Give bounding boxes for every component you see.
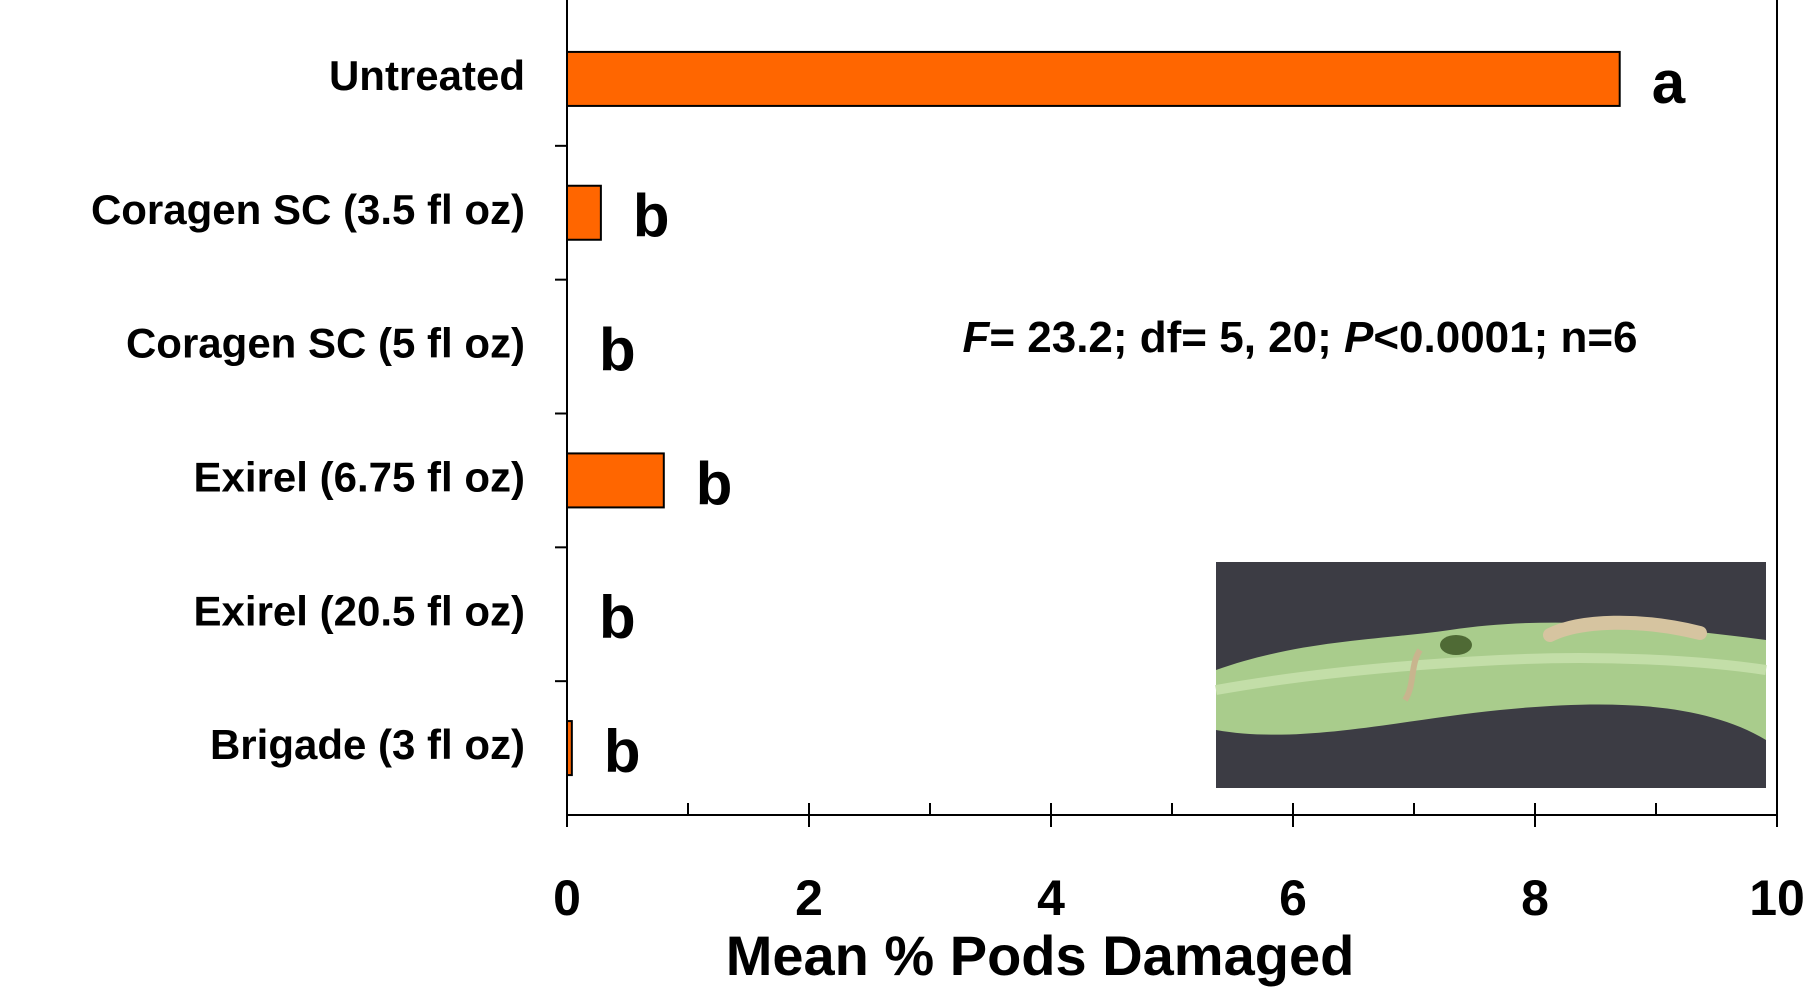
annotation: F= 23.2; df= 5, 20; P<0.0001; n=6 bbox=[962, 313, 1637, 362]
significance-letter: b bbox=[633, 183, 670, 250]
x-tick-label: 10 bbox=[1749, 870, 1805, 926]
inset-photo bbox=[1216, 562, 1766, 788]
annotation-part: P bbox=[1344, 313, 1374, 362]
y-tick-label: Brigade (3 fl oz) bbox=[210, 721, 525, 768]
x-tick-label: 8 bbox=[1521, 870, 1549, 926]
x-tick-label: 6 bbox=[1279, 870, 1307, 926]
y-tick-label: Coragen SC (3.5 fl oz) bbox=[91, 186, 525, 233]
significance-letter: a bbox=[1652, 49, 1686, 116]
significance-letter: b bbox=[599, 316, 636, 383]
y-tick-label: Exirel (6.75 fl oz) bbox=[194, 454, 525, 501]
bar bbox=[567, 453, 664, 507]
annotation-part: = 23.2; df= 5, 20; bbox=[989, 313, 1344, 362]
chart: Mean % Pods Damaged F= 23.2; df= 5, 20; … bbox=[0, 0, 1816, 997]
significance-letter: b bbox=[604, 718, 641, 785]
annotation-part: F bbox=[962, 313, 990, 362]
x-tick-label: 4 bbox=[1037, 870, 1065, 926]
x-tick-label: 0 bbox=[553, 870, 581, 926]
significance-letter: b bbox=[599, 584, 636, 651]
bar bbox=[567, 186, 601, 240]
x-axis-label: Mean % Pods Damaged bbox=[726, 924, 1355, 987]
y-tick-label: Coragen SC (5 fl oz) bbox=[126, 320, 525, 367]
y-tick-label: Exirel (20.5 fl oz) bbox=[194, 587, 525, 634]
bar bbox=[567, 52, 1620, 106]
bar bbox=[567, 721, 572, 775]
x-tick-label: 2 bbox=[795, 870, 823, 926]
y-tick-label: Untreated bbox=[329, 52, 525, 99]
page: {"chart_data": { "type": "bar", "orienta… bbox=[0, 0, 1816, 997]
significance-letter: b bbox=[696, 450, 733, 517]
annotation-part: <0.0001; n=6 bbox=[1373, 313, 1637, 362]
